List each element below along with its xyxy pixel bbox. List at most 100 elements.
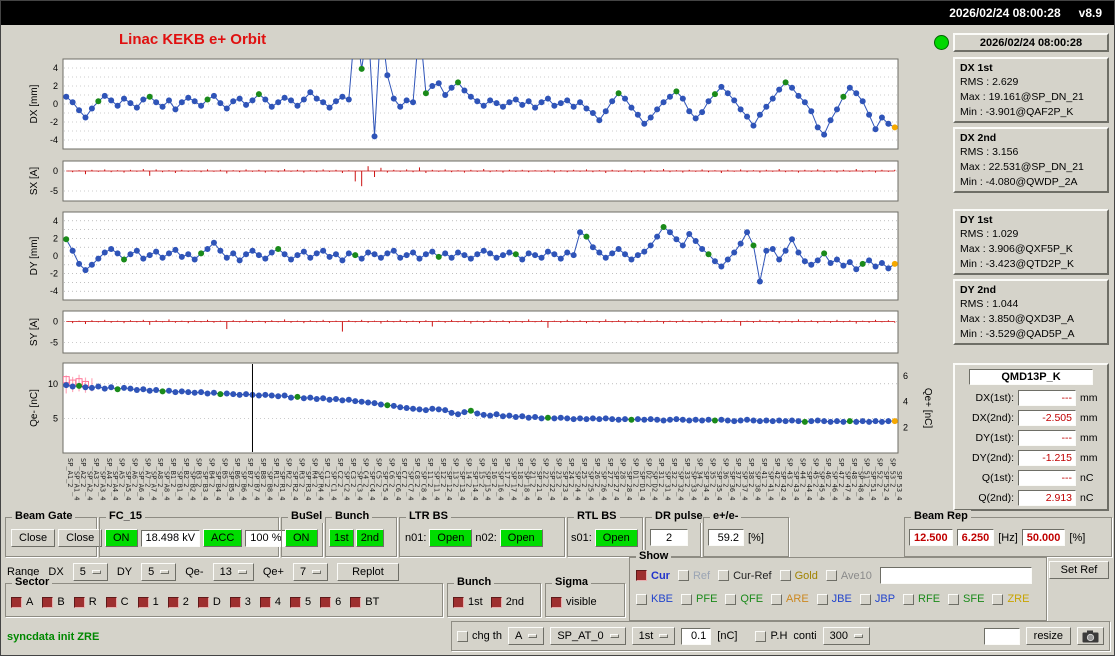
svg-text:SP_B4_2: SP_B4_2 <box>208 458 216 488</box>
toggle-2[interactable]: 2 <box>167 596 189 608</box>
toggle-gold[interactable]: Gold <box>779 570 818 582</box>
monitor-panel: QMD13P_K DX(1st): --- mm DX(2nd): -2.505… <box>953 363 1109 511</box>
epm-ratio-value: 59.2 <box>708 529 744 546</box>
toggle-rfe[interactable]: RFE <box>903 593 940 605</box>
titlebar-version: v8.9 <box>1078 6 1102 20</box>
svg-text:SP_14_4: SP_14_4 <box>471 471 479 501</box>
svg-text:SP_11_2: SP_11_2 <box>426 458 434 488</box>
ltr-n02-label: n02: <box>475 532 497 544</box>
svg-text:SP_A8_2: SP_A8_2 <box>156 458 164 488</box>
svg-text:SP_B5_2: SP_B5_2 <box>220 458 228 488</box>
svg-text:0: 0 <box>53 166 58 176</box>
checkbox-indicator <box>137 596 149 608</box>
toggle-3[interactable]: 3 <box>229 596 251 608</box>
svg-text:SP_37_2: SP_37_2 <box>734 458 742 488</box>
fc15-on-button[interactable]: ON <box>105 529 138 547</box>
svg-text:SP_32_4: SP_32_4 <box>676 471 684 501</box>
monitor-row-label: Q(1st): <box>981 472 1014 484</box>
stats-max: Max : 3.850@QXD3P_A <box>960 313 1074 325</box>
toggle-zre[interactable]: ZRE <box>992 593 1029 605</box>
rtl-s01-open-button[interactable]: Open <box>594 529 638 547</box>
toggle-bt[interactable]: BT <box>350 596 379 608</box>
monitor-row-value: 2.913 <box>1018 490 1076 506</box>
checkbox-indicator <box>681 593 693 605</box>
ltr-n01-label: n01: <box>405 532 427 544</box>
bunch-order-select[interactable]: 1st <box>631 627 676 645</box>
toggle-ref[interactable]: Ref <box>677 570 710 582</box>
titlebar: 2026/02/24 08:00:28 v8.9 <box>1 1 1114 25</box>
svg-text:4: 4 <box>903 397 908 407</box>
svg-text:SP_43_2: SP_43_2 <box>786 458 794 488</box>
stats-rms: RMS : 1.029 <box>960 228 1019 240</box>
beam-gate-close1-button[interactable]: Close <box>11 529 56 547</box>
monitor-name-field[interactable]: QMD13P_K <box>969 369 1093 385</box>
bunch-2nd-button[interactable]: 2nd <box>355 529 385 547</box>
toggle-are[interactable]: ARE <box>771 593 809 605</box>
toggle-2nd[interactable]: 2nd <box>490 596 524 608</box>
svg-text:SP_R2_2: SP_R2_2 <box>285 458 293 488</box>
svg-text:SP_32_2: SP_32_2 <box>670 458 678 488</box>
toggle-b[interactable]: B <box>42 596 65 608</box>
fc15-acc-button[interactable]: ACC <box>203 529 243 547</box>
toggle-ave10[interactable]: Ave10 <box>825 570 872 582</box>
toggle-cur[interactable]: Cur <box>636 570 670 582</box>
mode-a-select[interactable]: A <box>507 627 545 645</box>
toggle-jbe[interactable]: JBE <box>816 593 852 605</box>
bpm-select[interactable]: SP_AT_0 <box>550 627 626 645</box>
toggle-a[interactable]: A <box>11 596 33 608</box>
range-dy-select[interactable]: 5 <box>141 563 177 581</box>
epm-ratio-group: e+/e- 59.2 [%] <box>703 510 789 557</box>
svg-text:Qe+ [nC]: Qe+ [nC] <box>922 388 933 429</box>
toggle-4[interactable]: 4 <box>259 596 281 608</box>
beam-gate-close2-button[interactable]: Close <box>58 529 103 547</box>
aux-input[interactable] <box>983 627 1020 645</box>
toggle-1st[interactable]: 1st <box>453 596 483 608</box>
toggle-cur-ref[interactable]: Cur-Ref <box>718 570 772 582</box>
svg-text:Qe- [nC]: Qe- [nC] <box>29 389 40 427</box>
stats-rms: RMS : 3.156 <box>960 146 1019 158</box>
toggle-r[interactable]: R <box>73 596 97 608</box>
svg-text:SP_38_4: SP_38_4 <box>753 471 761 501</box>
svg-text:DY [mm]: DY [mm] <box>29 236 40 275</box>
toggle-d[interactable]: D <box>197 596 221 608</box>
busel-on-button[interactable]: ON <box>285 529 318 547</box>
toggle-6[interactable]: 6 <box>320 596 341 608</box>
toggle-visible[interactable]: visible <box>551 596 597 608</box>
range-dy-label: DY <box>116 566 133 578</box>
ref-name-input[interactable] <box>879 567 1032 584</box>
ph-checkbox[interactable]: P.H <box>755 630 787 642</box>
svg-text:SP_C3_4: SP_C3_4 <box>355 471 363 501</box>
bunch-label: Bunch <box>332 510 373 523</box>
chg-th-checkbox[interactable]: chg th <box>457 630 502 642</box>
toggle-1[interactable]: 1 <box>137 596 159 608</box>
range-qminus-select[interactable]: 13 <box>212 563 254 581</box>
range-dx-select[interactable]: 5 <box>72 563 108 581</box>
beam-rep-pct-unit: [%] <box>1069 531 1086 544</box>
toggle-jbp[interactable]: JBP <box>859 593 895 605</box>
checkbox-indicator <box>453 596 464 608</box>
toggle-pfe[interactable]: PFE <box>681 593 717 605</box>
threshold-input[interactable]: 0.1 <box>681 627 712 645</box>
ltr-n01-open-button[interactable]: Open <box>429 529 473 547</box>
toggle-sfe[interactable]: SFE <box>948 593 984 605</box>
toggle-label: PFE <box>696 593 718 605</box>
svg-text:SP_R3_4: SP_R3_4 <box>304 471 312 501</box>
set-ref-button[interactable]: Set Ref <box>1049 561 1109 579</box>
beam-gate-group: Beam Gate Close Close <box>5 510 103 557</box>
ltr-n02-open-button[interactable]: Open <box>499 529 543 547</box>
snapshot-button[interactable] <box>1077 627 1104 645</box>
range-qplus-select[interactable]: 7 <box>292 563 329 581</box>
monitor-row-label: DY(2nd): <box>971 452 1014 464</box>
toggle-c[interactable]: C <box>105 596 129 608</box>
resize-button[interactable]: resize <box>1025 627 1071 645</box>
svg-text:SP_B7_4: SP_B7_4 <box>252 471 260 501</box>
toggle-kbe[interactable]: KBE <box>636 593 673 605</box>
dropdown-indicator-icon <box>659 634 669 638</box>
count-select[interactable]: 300 <box>822 627 870 645</box>
toggle-qfe[interactable]: QFE <box>725 593 763 605</box>
toggle-5[interactable]: 5 <box>290 596 311 608</box>
replot-button[interactable]: Replot <box>337 563 399 581</box>
toggle-label: Cur-Ref <box>733 569 772 582</box>
bunch-1st-button[interactable]: 1st <box>329 529 354 547</box>
toggle-label: SFE <box>963 593 985 605</box>
